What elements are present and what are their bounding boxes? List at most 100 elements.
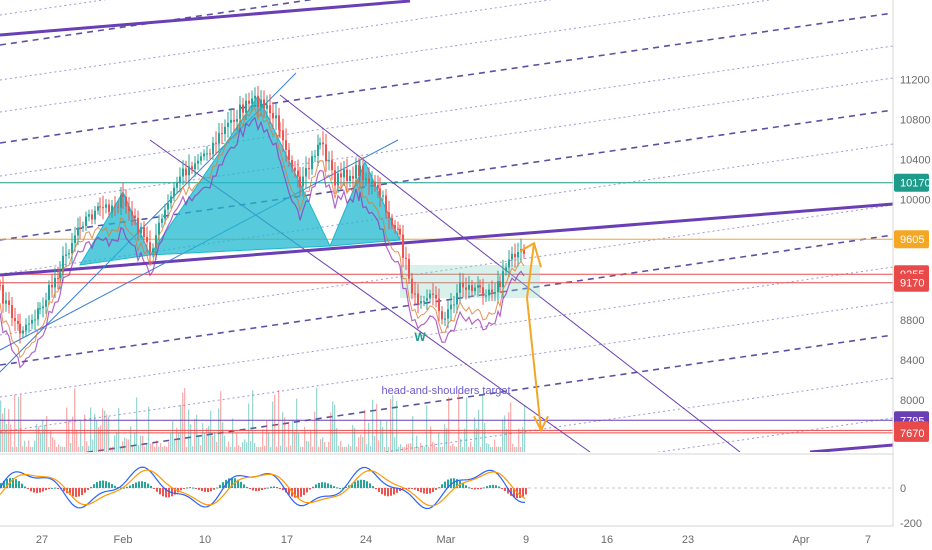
volume-bar bbox=[128, 439, 130, 452]
candle-body bbox=[161, 218, 163, 223]
volume-bar bbox=[414, 446, 416, 452]
volume-bar bbox=[84, 414, 86, 452]
candle-body bbox=[263, 99, 265, 109]
volume-bar bbox=[16, 446, 18, 452]
volume-bar bbox=[400, 444, 402, 452]
volume-bar bbox=[332, 401, 334, 452]
price-pane[interactable]: head-and-shoulders target W bbox=[0, 0, 893, 548]
volume-bar bbox=[180, 404, 182, 452]
volume-bar bbox=[156, 440, 158, 452]
volume-bar bbox=[20, 394, 22, 452]
oscillator-histogram-bar bbox=[441, 484, 443, 488]
oscillator-histogram-bar bbox=[453, 478, 455, 488]
candle-body bbox=[59, 272, 61, 279]
volume-bar bbox=[34, 440, 36, 452]
candle-body bbox=[57, 278, 59, 280]
volume-bar bbox=[294, 431, 296, 452]
oscillator-histogram-bar bbox=[357, 480, 359, 488]
annotation-w: W bbox=[414, 330, 426, 344]
x-tick-label: 23 bbox=[682, 534, 694, 546]
oscillator-histogram-bar bbox=[240, 481, 242, 488]
volume-bar bbox=[100, 425, 102, 452]
time-axis[interactable]: 27 Feb 10 17 24 Mar 9 16 23 Apr 7 bbox=[36, 534, 871, 546]
volume-bar bbox=[42, 419, 44, 452]
candle-body bbox=[499, 281, 501, 288]
candle-body bbox=[346, 169, 348, 181]
oscillator-histogram-bar bbox=[144, 481, 146, 488]
projection-arrow-up[interactable] bbox=[526, 243, 535, 299]
volume-bar bbox=[308, 441, 310, 452]
candle-body bbox=[302, 176, 304, 187]
candle-body bbox=[391, 218, 393, 225]
oscillator-histogram-bar bbox=[318, 482, 320, 488]
fib-parallel-line bbox=[0, 109, 893, 241]
volume-bar bbox=[302, 446, 304, 452]
candle-body bbox=[254, 95, 256, 99]
volume-bar bbox=[310, 429, 312, 452]
volume-bar bbox=[176, 427, 178, 452]
head-shape[interactable] bbox=[149, 95, 331, 256]
oscillator-histogram-bar bbox=[321, 482, 323, 488]
x-tick-label: Apr bbox=[792, 534, 809, 546]
fib-parallel-line bbox=[0, 12, 893, 144]
moving-average-purple bbox=[0, 116, 525, 369]
candle-body bbox=[371, 181, 373, 184]
candle-body bbox=[206, 153, 208, 155]
candle-body bbox=[212, 142, 214, 155]
candle-body bbox=[517, 252, 519, 258]
volume-bar bbox=[478, 409, 480, 452]
oscillator-histogram-bar bbox=[93, 484, 95, 488]
candle-body bbox=[305, 168, 307, 177]
price-axis[interactable]: 8000 8400 8800 10000 10400 10800 11200 bbox=[900, 75, 931, 407]
projection-arrow-down[interactable] bbox=[526, 297, 542, 431]
candle-body bbox=[74, 235, 76, 244]
oscillator-histogram-bar bbox=[195, 488, 197, 489]
volume-bar bbox=[228, 441, 230, 452]
volume-bar bbox=[232, 418, 234, 452]
oscillator-histogram-bar bbox=[438, 487, 440, 489]
volume-bar bbox=[392, 395, 394, 452]
projection-arrows[interactable] bbox=[519, 241, 549, 433]
left-shoulder-shape[interactable] bbox=[79, 190, 151, 266]
oscillator-histogram-bar bbox=[132, 483, 134, 488]
candle-body bbox=[117, 206, 119, 208]
volume-bar bbox=[38, 426, 40, 452]
oscillator-pane[interactable] bbox=[0, 466, 893, 510]
oscillator-histogram-bar bbox=[39, 488, 41, 493]
candle-body bbox=[388, 212, 390, 219]
oscillator-histogram-bar bbox=[339, 487, 341, 489]
candle-body bbox=[432, 293, 434, 295]
volume-bar bbox=[86, 441, 88, 452]
oscillator-histogram-bar bbox=[381, 488, 383, 495]
price-level-badge bbox=[894, 230, 929, 249]
candle-body bbox=[79, 227, 81, 229]
oscillator-histogram-bar bbox=[54, 487, 56, 489]
volume-bar bbox=[358, 437, 360, 452]
candle-body bbox=[11, 305, 13, 319]
candle-body bbox=[248, 100, 250, 104]
volume-bar bbox=[196, 414, 198, 452]
channel-upper-line[interactable] bbox=[0, 0, 411, 37]
oscillator-histogram-bar bbox=[210, 488, 212, 492]
volume-bar bbox=[360, 434, 362, 452]
candle-body bbox=[394, 224, 396, 229]
volume-bar bbox=[376, 404, 378, 452]
candle-body bbox=[459, 282, 461, 293]
oscillator-histogram-bar bbox=[246, 486, 248, 488]
oscillator-histogram-bar bbox=[501, 488, 503, 489]
head-and-shoulders-pattern[interactable] bbox=[79, 95, 540, 298]
oscillator-histogram-bar bbox=[207, 488, 209, 493]
volume-bar bbox=[382, 427, 384, 452]
right-shoulder-shape[interactable] bbox=[329, 160, 401, 247]
volume-bar bbox=[46, 415, 48, 452]
oscillator-histogram-bar bbox=[495, 485, 497, 488]
volume-bar bbox=[492, 447, 494, 452]
candle-body bbox=[397, 228, 399, 230]
channel-lower-line[interactable] bbox=[809, 443, 893, 452]
candle-body bbox=[337, 173, 339, 186]
oscillator-histogram-bar bbox=[249, 488, 251, 490]
candle-body bbox=[39, 308, 41, 310]
candle-body bbox=[382, 195, 384, 197]
volume-bar bbox=[116, 432, 118, 452]
